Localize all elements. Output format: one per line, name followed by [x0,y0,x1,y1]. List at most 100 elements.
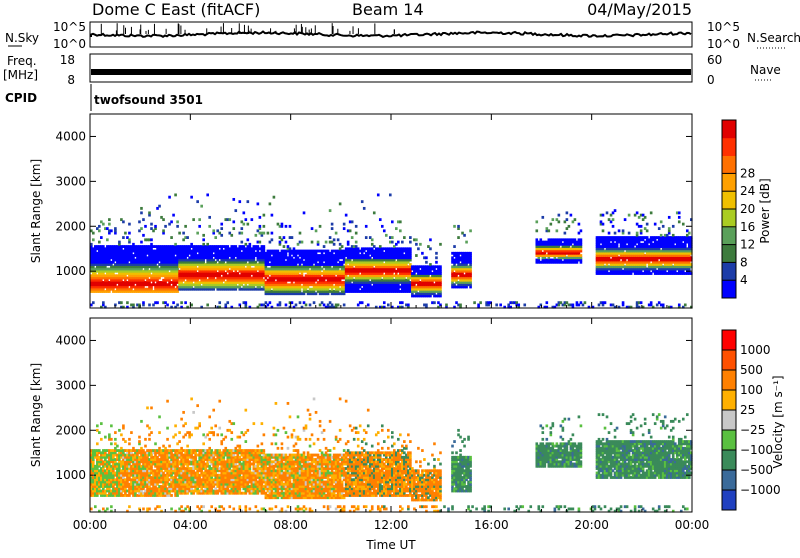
heatmap-cell [409,247,412,250]
heatmap-cell [122,220,125,223]
heatmap-cell [363,207,366,210]
heatmap-cell [495,304,498,307]
heatmap-cell [564,232,567,235]
heatmap-cell [226,301,229,304]
heatmap-cell [289,225,292,228]
heatmap-cell [385,234,388,237]
heatmap-cell [132,304,135,307]
heatmap-cell [148,211,151,214]
heatmap-cell [162,229,165,232]
heatmap-cell [457,236,460,239]
heatmap-cell [230,234,233,237]
heatmap-cell [399,229,402,232]
heatmap-cell [473,301,476,304]
heatmap-cell [273,196,276,199]
cpid-row: CPID twofsound 3501 [5,84,203,111]
heatmap-cell [241,227,244,230]
heatmap-cell [403,236,406,239]
heatmap-cell [550,223,553,226]
heatmap-cell [604,301,607,304]
heatmap-cell [92,238,95,241]
heatmap-cell [421,252,424,255]
heatmap-cell [409,241,412,244]
heatmap-cell [150,223,153,226]
heatmap-cell [469,229,472,232]
heatmap-cell [196,200,199,203]
heatmap-cell [435,252,438,255]
heatmap-cell [331,223,334,226]
heatmap-cell [570,214,573,217]
heatmap-cell [317,241,320,244]
heatmap-cell [415,254,418,257]
heatmap-cell [556,229,559,232]
heatmap-cell [208,216,211,219]
heatmap-cell [255,234,258,237]
heatmap-cell [566,211,569,214]
heatmap-cell [140,211,143,214]
heatmap-cell [355,232,358,235]
heatmap-cell [682,223,685,226]
heatmap-cell [263,232,266,235]
heatmap-cell [313,301,316,304]
heatmap-cell [178,232,181,235]
heatmap-cell [220,227,223,230]
heatmap-cell [124,232,127,235]
heatmap-cell [283,236,286,239]
heatmap-cell [345,214,348,217]
freq-label-line2: [MHz] [3,68,38,82]
heatmap-cell [333,238,336,241]
heatmap-cell [678,220,681,223]
heatmap-cell [186,236,189,239]
heatmap-cell [259,216,262,219]
nsky-panel: N.Sky 10^5 10^0 10^5 10^0 N.Search [5,20,800,51]
heatmap-cell [459,304,462,307]
heatmap-cell [397,241,400,244]
heatmap-cell [499,304,502,307]
cpid-program: twofsound 3501 [94,93,203,107]
heatmap-cell [311,241,314,244]
heatmap-cell [668,227,671,230]
heatmap-cell [678,211,681,214]
heatmap-cell [349,229,352,232]
heatmap-cell [636,211,639,214]
heatmap-cell [469,252,472,255]
heatmap-cell [684,304,687,307]
heatmap-cell [517,304,520,307]
heatmap-cell [325,241,328,244]
heatmap-cell [100,236,103,239]
heatmap-cell [176,220,179,223]
heatmap-cell [548,229,551,232]
heatmap-cell [383,301,386,304]
heatmap-cell [202,238,205,241]
heatmap-cell [92,232,95,235]
heatmap-cell [574,218,577,221]
heatmap-cell [247,200,250,203]
heatmap-cell [612,225,615,228]
y-tick-label: 1000 [55,264,86,278]
heatmap-cell [391,220,394,223]
heatmap-cell [98,241,101,244]
heatmap-cell [445,304,448,307]
heatmap-cell [176,225,179,228]
heatmap-cell [624,218,627,221]
heatmap-cell [218,301,221,304]
heatmap-cell [329,236,332,239]
heatmap-cell [232,198,235,201]
heatmap-cell [377,193,380,196]
heatmap-cell [269,301,272,304]
heatmap-cell [263,214,266,217]
heatmap-cell [128,238,131,241]
heatmap-cell [365,225,368,228]
heatmap-cell [154,225,157,228]
heatmap-cell [295,304,298,307]
heatmap-cell [267,232,270,235]
heatmap-cell [263,225,266,228]
nsearch-label: N.Search [747,31,800,45]
heatmap-cell [122,236,125,239]
heatmap-cell [114,227,117,230]
heatmap-cell [128,232,131,235]
heatmap-cell [232,227,235,230]
heatmap-cell [271,238,274,241]
